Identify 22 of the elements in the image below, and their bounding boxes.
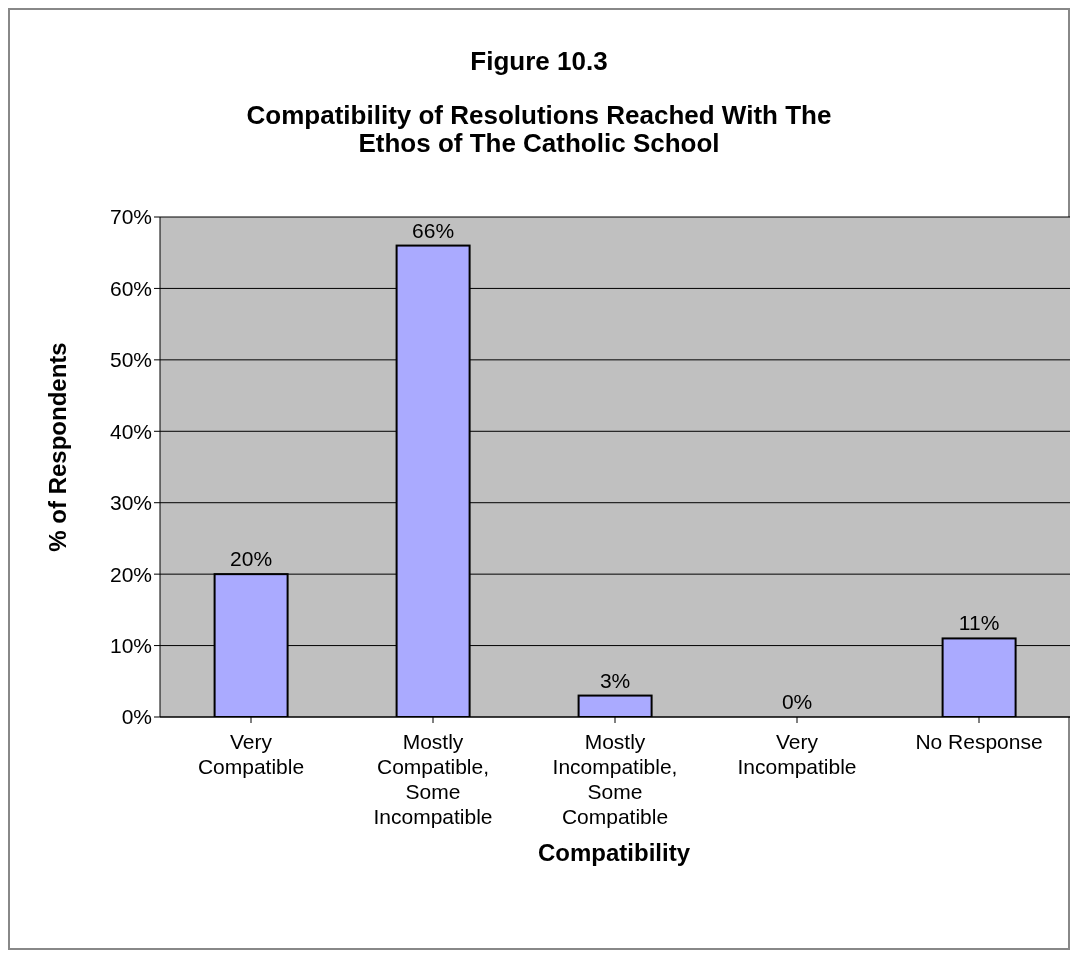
data-label: 66% — [412, 218, 455, 242]
data-label: 11% — [958, 611, 1000, 635]
y-tick-label: 70% — [109, 205, 152, 229]
y-tick-label: 60% — [109, 276, 152, 300]
chart-title: Figure 10.3 — [469, 46, 609, 77]
x-tick-label: Very Incompatible — [737, 730, 857, 778]
y-tick-label: 50% — [109, 348, 152, 372]
x-axis-title: Compatibility — [537, 839, 691, 867]
x-tick-label: Very Compatible — [197, 730, 305, 778]
y-axis-title: % of Respondents — [44, 342, 72, 552]
x-tick-label: Mostly Compatible, Some Incompatible — [373, 730, 493, 828]
x-tick-label: Mostly Incompatible, Some Compatible — [552, 730, 678, 828]
y-tick-label: 20% — [109, 562, 152, 586]
data-label: 20% — [230, 547, 273, 571]
y-tick-label: 30% — [109, 491, 152, 515]
x-tick-label: No Response — [915, 730, 1043, 753]
data-label: 3% — [599, 668, 631, 692]
y-tick-label: 40% — [109, 419, 152, 443]
y-tick-label: 10% — [109, 634, 152, 658]
data-label: 0% — [781, 690, 813, 713]
chart-subtitle: Compatibility of Resolutions Reached With The Ethos of The Catholic School — [245, 100, 833, 158]
y-tick-label: 0% — [121, 705, 152, 729]
